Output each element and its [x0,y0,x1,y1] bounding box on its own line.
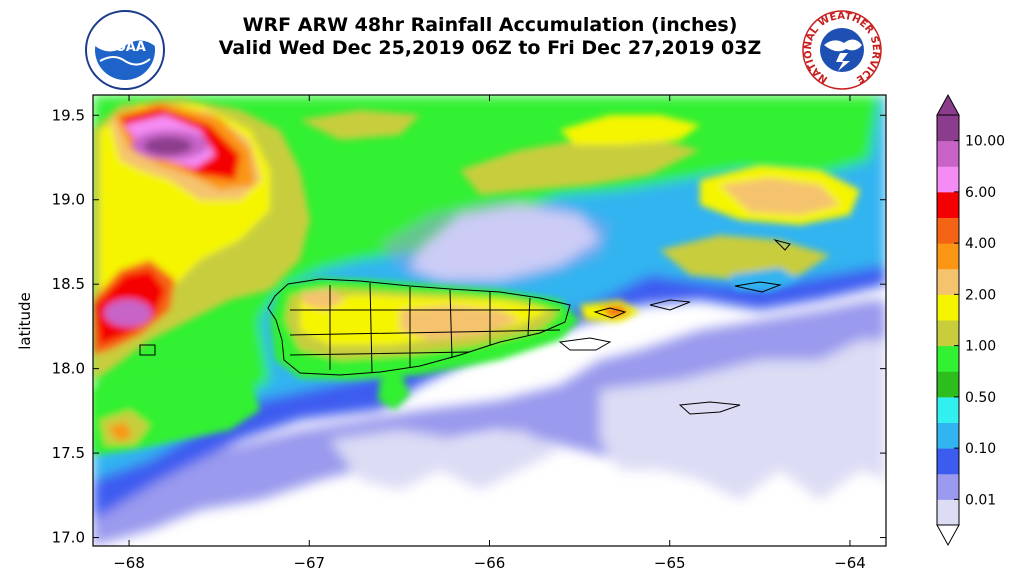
y-tick-label: 17.0 [52,529,85,547]
y-tick-label: 18.5 [52,275,85,293]
x-axis: −68 −67 −66 −65 −64 [113,95,866,572]
colorbar-swatch [937,217,959,244]
x-tick-label: −67 [293,554,325,572]
colorbar-label: 0.10 [965,441,996,457]
y-axis: 19.5 19.0 18.5 18.0 17.5 17.0 [52,106,886,547]
colorbar-label: 1.00 [965,339,996,355]
noaa-logo: NOAA [84,9,166,95]
y-tick-label: 18.0 [52,360,85,378]
colorbar-segments [936,93,960,547]
colorbar-labels: 10.00 6.00 4.00 2.00 1.00 0.50 0.10 0.01 [954,134,1005,508]
colorbar-label: 0.01 [965,492,996,508]
colorbar-frame [936,114,960,526]
map-title: WRF ARW 48hr Rainfall Accumulation (inch… [180,14,800,60]
colorbar-swatch [937,396,959,423]
colorbar-swatch [937,294,959,321]
rainfall-field [93,95,886,546]
colorbar-label: 4.00 [965,236,996,252]
colorbar-swatch [937,191,959,218]
x-tick-label: −65 [654,554,686,572]
colorbar-swatch [937,243,959,270]
colorbar-label: 6.00 [965,185,996,201]
nws-logo: NATIONAL WEATHER SERVICE [800,9,884,95]
coastlines [139,239,791,415]
colorbar-swatch [937,166,959,193]
colorbar-label: 0.50 [965,390,996,406]
colorbar-swatch [937,473,959,500]
colorbar-swatch [937,345,959,372]
y-tick-label: 19.5 [52,106,85,124]
y-tick-label: 19.0 [52,191,85,209]
colorbar-swatch [937,320,959,347]
title-line-1: WRF ARW 48hr Rainfall Accumulation (inch… [242,14,738,36]
colorbar-swatch [937,115,959,142]
noaa-logo-text: NOAA [104,40,146,55]
colorbar-swatch [937,140,959,167]
colorbar-swatch [937,499,959,526]
colorbar-swatch [937,268,959,295]
colorbar-label: 2.00 [965,287,996,303]
colorbar-swatch [937,448,959,475]
x-tick-label: −64 [834,554,866,572]
y-axis-label: latitude [16,292,34,350]
colorbar-swatch [937,371,959,398]
x-tick-label: −66 [474,554,506,572]
colorbar-max-extension [936,93,960,116]
y-tick-label: 17.5 [52,444,85,462]
colorbar-label: 10.00 [965,134,1005,150]
title-line-2: Valid Wed Dec 25,2019 06Z to Fri Dec 27,… [218,37,762,59]
colorbar-swatch [937,422,959,449]
x-tick-label: −68 [113,554,145,572]
colorbar-min-extension [936,524,960,547]
